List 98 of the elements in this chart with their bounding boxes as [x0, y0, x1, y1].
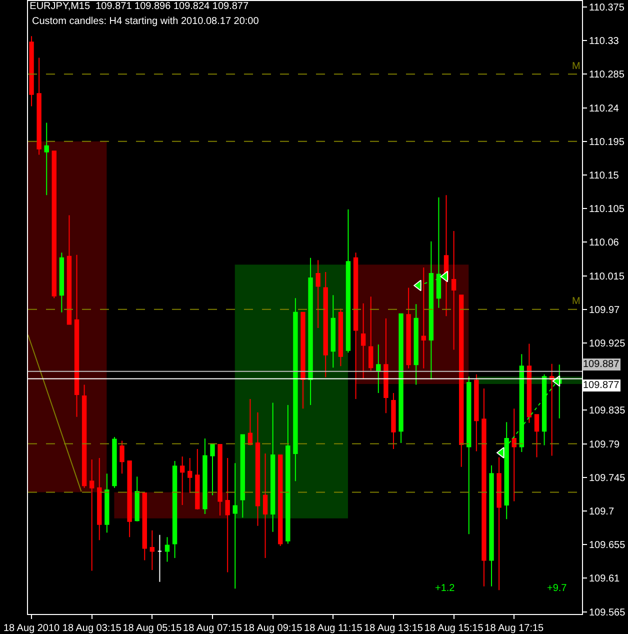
- candlestick: [414, 304, 418, 386]
- x-tick-label: 18 Aug 03:15: [62, 623, 122, 634]
- y-tick-label: 110.06: [589, 238, 620, 249]
- y-tick-label: 109.79: [589, 439, 620, 450]
- candlestick: [225, 457, 230, 573]
- candlestick: [526, 343, 532, 424]
- y-tick-label: 110.285: [589, 70, 625, 81]
- candlestick: [210, 444, 215, 496]
- candlestick: [466, 376, 472, 535]
- x-tick-label: 18 Aug 11:15: [304, 623, 363, 634]
- candlestick: [353, 252, 358, 400]
- candlestick: [104, 473, 110, 534]
- chart-title: EURJPY,M15 109.871 109.896 109.824 109.877: [30, 0, 249, 12]
- x-tick-label: 18 Aug 07:15: [183, 623, 242, 634]
- candlestick: [300, 312, 306, 410]
- candlestick: [549, 363, 554, 456]
- candlestick: [255, 412, 260, 526]
- candlestick: [391, 392, 396, 450]
- candlestick: [232, 462, 238, 590]
- candlestick: [482, 388, 486, 587]
- annotation: +1.2: [435, 583, 456, 594]
- candlestick: [202, 438, 208, 514]
- y-tick-label: 109.7: [589, 506, 614, 518]
- x-tick-label: 18 Aug 05:15: [122, 623, 182, 634]
- candlestick: [180, 456, 185, 506]
- candlestick: [36, 57, 42, 156]
- candlestick: [120, 440, 124, 474]
- candlestick: [286, 404, 290, 544]
- ref-line-label: 109.887: [583, 359, 620, 370]
- candlestick: [59, 252, 64, 313]
- candlestick: [262, 452, 268, 558]
- candlestick: [316, 260, 320, 329]
- candlestick: [66, 214, 72, 325]
- candlestick: [90, 458, 94, 572]
- y-tick-label: 109.835: [589, 406, 626, 417]
- y-tick-label: 110.375: [589, 2, 625, 14]
- candlestick: [164, 536, 170, 562]
- y-tick-label: 110.33: [589, 36, 620, 48]
- candlestick: [406, 287, 411, 369]
- candlestick: [74, 254, 80, 418]
- candlestick: [82, 384, 87, 488]
- candlestick: [218, 444, 222, 516]
- candlestick: [195, 448, 200, 510]
- candlestick: [512, 408, 516, 502]
- candlestick: [293, 298, 298, 482]
- y-tick-label: 110.195: [589, 136, 625, 148]
- y-tick-label: 110.24: [589, 103, 620, 114]
- candlestick: [97, 457, 102, 541]
- y-tick-label: 110.15: [589, 170, 620, 182]
- candlestick: [398, 313, 404, 444]
- candlestick: [142, 492, 147, 561]
- candlestick: [134, 476, 140, 522]
- candlestick: [338, 308, 344, 367]
- ref-line-label: M: [572, 296, 580, 307]
- y-tick-label: 109.97: [589, 304, 620, 316]
- y-tick-label: 109.61: [589, 574, 620, 585]
- candlestick: [127, 460, 132, 538]
- x-tick-label: 18 Aug 09:15: [243, 623, 303, 634]
- ref-line-label: M: [572, 61, 580, 72]
- candlestick: [474, 374, 479, 452]
- candlestick: [384, 318, 388, 414]
- y-tick-label: 109.925: [589, 338, 626, 350]
- candlestick: [270, 402, 276, 532]
- x-tick-label: 18 Aug 13:15: [364, 623, 424, 634]
- candlestick: [172, 460, 178, 558]
- y-tick-label: 110.105: [589, 204, 625, 216]
- y-tick-label: 109.565: [589, 607, 626, 618]
- x-tick-label: 18 Aug 17:15: [484, 623, 544, 634]
- annotation: +9.7: [547, 583, 568, 594]
- candlestick: [29, 36, 34, 107]
- candlestick: [278, 454, 283, 547]
- y-tick-label: 109.655: [589, 540, 626, 552]
- candlestick: [240, 434, 246, 518]
- y-tick-label: 110.015: [589, 271, 625, 282]
- candlestick: [248, 398, 253, 446]
- candlestick: [188, 457, 192, 494]
- candlestick: [44, 122, 49, 196]
- candlestick: [150, 530, 155, 570]
- candlestick: [368, 296, 374, 372]
- candlestick: [451, 230, 456, 350]
- candlestick: [52, 150, 56, 299]
- candlestick: [330, 294, 336, 368]
- candlestick: [421, 267, 426, 369]
- candlestick: [308, 257, 313, 406]
- candlestick: [489, 464, 494, 587]
- candlestick: [459, 294, 464, 468]
- candlestick: [376, 344, 381, 394]
- candlestick: [346, 208, 351, 354]
- candlestick: [112, 436, 117, 488]
- x-tick-label: 18 Aug 2010: [3, 623, 60, 634]
- y-tick-label: 109.745: [589, 472, 626, 484]
- text: Custom candles: H4 starting with 2010.08.17 20:00: [32, 16, 260, 27]
- candlestick: [157, 534, 162, 582]
- candlestick: [360, 302, 366, 380]
- ref-line-label: 109.877: [583, 380, 620, 391]
- candlestick: [323, 272, 328, 378]
- x-tick-label: 18 Aug 15:15: [424, 623, 484, 634]
- candlestick: [534, 414, 540, 458]
